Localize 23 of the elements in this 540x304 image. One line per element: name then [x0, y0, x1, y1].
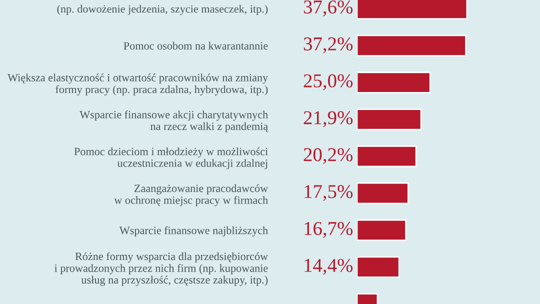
y-tick-label: Pomoc dzieciom i młodzieży w możliwości uczestniczenia w edukacji zdalnej	[74, 147, 268, 170]
y-tick-label: Wsparcie finansowe akcji charytatywnych na rzecz walki z pandemią	[80, 110, 268, 132]
bar	[357, 146, 417, 168]
data-label: 37,6%	[304, 0, 353, 16]
data-label: 37,2%	[304, 37, 353, 54]
data-label: 16,7%	[304, 222, 353, 238]
bar	[357, 256, 400, 278]
y-tick-label: Zaangażowanie pracodawców w ochronę miejsc pracy w firmach	[114, 184, 268, 206]
bar	[357, 182, 409, 204]
y-tick-label: Większa elastyczność i otwartość pracowników na zmiany formy pracy (np. praca zdalna, hybrydowa, itp.)	[8, 74, 268, 96]
data-label: 17,5%	[304, 185, 353, 201]
data-label: 25,0%	[304, 74, 353, 90]
bar	[357, 72, 431, 94]
y-tick-label: Pomoc osobom na kwarantannie	[124, 42, 268, 50]
y-tick-label: Różne formy wsparcia dla przedsiębiorców i prowadzonych przez nich firm (np. kupowanie usług na przyszłość, częstsze zakupy, itp.)	[54, 252, 268, 286]
bar	[357, 34, 467, 56]
y-tick-label: (np. dowożenie jedzenia, szycie maseczek, itp.)	[57, 4, 268, 15]
y-tick-label: Wsparcie finansowe najbliższych	[119, 226, 268, 236]
data-label: 20,2%	[304, 148, 353, 164]
data-label: 21,9%	[304, 111, 353, 128]
bar	[357, 108, 422, 130]
data-label: 14,4%	[304, 258, 353, 275]
bar	[357, 219, 407, 242]
